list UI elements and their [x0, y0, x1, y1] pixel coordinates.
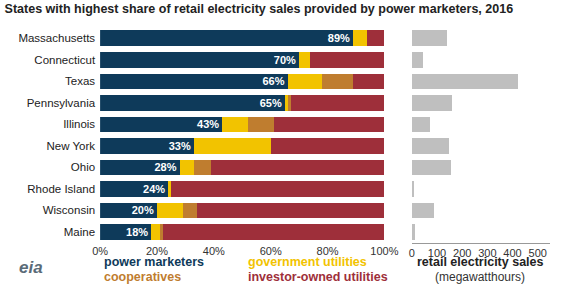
svg-text:18%: 18% — [126, 226, 148, 238]
svg-text:65%: 65% — [260, 97, 282, 109]
svg-text:Ohio: Ohio — [71, 161, 95, 173]
svg-text:retail electricity sales: retail electricity sales — [417, 255, 544, 269]
svg-text:300: 300 — [478, 247, 496, 259]
svg-text:80%: 80% — [317, 245, 339, 257]
svg-text:Massachusetts: Massachusetts — [18, 32, 95, 44]
svg-text:500: 500 — [529, 247, 547, 259]
svg-text:20%: 20% — [132, 204, 154, 216]
svg-text:Pennsylvania: Pennsylvania — [27, 97, 96, 109]
svg-text:Connecticut: Connecticut — [34, 54, 96, 66]
svg-text:24%: 24% — [143, 183, 165, 195]
svg-text:government utilities: government utilities — [248, 255, 367, 269]
svg-text:Maine: Maine — [64, 226, 95, 238]
svg-text:0%: 0% — [92, 245, 108, 257]
svg-text:33%: 33% — [169, 140, 191, 152]
svg-text:(megawatthours): (megawatthours) — [435, 270, 525, 284]
svg-text:400: 400 — [503, 247, 521, 259]
svg-text:States with highest share of r: States with highest share of retail elec… — [5, 2, 514, 16]
svg-text:Texas: Texas — [65, 75, 95, 87]
svg-text:43%: 43% — [197, 118, 219, 130]
svg-text:0: 0 — [409, 247, 415, 259]
svg-text:89%: 89% — [328, 32, 350, 44]
svg-text:cooperatives: cooperatives — [104, 270, 181, 284]
svg-text:20%: 20% — [146, 245, 168, 257]
svg-text:200: 200 — [453, 247, 471, 259]
svg-text:100%: 100% — [370, 245, 398, 257]
svg-text:eia: eia — [19, 258, 43, 277]
svg-text:66%: 66% — [262, 75, 284, 87]
svg-text:Wisconsin: Wisconsin — [43, 204, 95, 216]
svg-text:60%: 60% — [260, 245, 282, 257]
svg-text:Rhode Island: Rhode Island — [27, 183, 95, 195]
svg-text:investor-owned utilities: investor-owned utilities — [248, 270, 388, 284]
svg-text:New York: New York — [47, 140, 96, 152]
svg-text:70%: 70% — [274, 54, 296, 66]
svg-text:28%: 28% — [154, 161, 176, 173]
svg-text:Illinois: Illinois — [63, 118, 95, 130]
svg-text:power marketers: power marketers — [104, 255, 204, 269]
svg-text:100: 100 — [428, 247, 446, 259]
svg-text:40%: 40% — [203, 245, 225, 257]
